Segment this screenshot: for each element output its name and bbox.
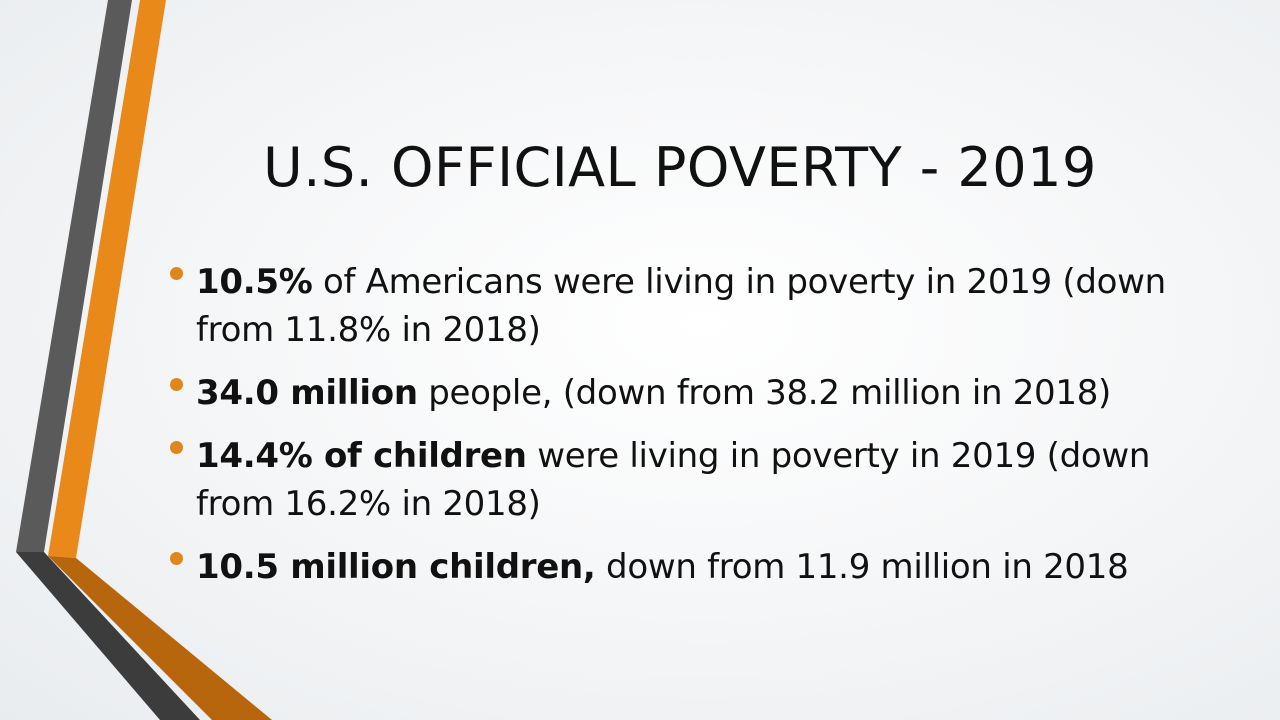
bullet-4-bold: 10.5 million children, [196, 547, 596, 587]
bullet-item-4: 10.5 million children, down from 11.9 mi… [168, 543, 1198, 591]
stripe-orange-upper [48, 0, 166, 558]
bullet-2-text: people, (down from 38.2 million in 2018) [417, 373, 1112, 413]
bullet-item-2: 34.0 million people, (down from 38.2 mil… [168, 369, 1198, 417]
bullet-4-text: down from 11.9 million in 2018 [595, 547, 1129, 587]
stripe-gray-upper [16, 0, 132, 552]
bullet-item-3: 14.4% of children were living in poverty… [168, 432, 1198, 528]
stripe-orange-lower [48, 556, 272, 720]
bullet-1-text: of Americans were living in poverty in 2… [196, 262, 1166, 350]
bullet-2-bold: 34.0 million [196, 373, 418, 413]
bullet-dot-icon [170, 378, 183, 391]
slide-title: U.S. OFFICIAL POVERTY - 2019 [263, 136, 1097, 199]
stripe-dark-lower [16, 552, 200, 720]
bullet-1-bold: 10.5% [196, 262, 313, 302]
bullet-dot-icon [170, 552, 183, 565]
bullet-dot-icon [170, 441, 183, 454]
bullet-list: 10.5% of Americans were living in povert… [168, 258, 1198, 606]
bullet-dot-icon [170, 267, 183, 280]
bullet-3-text: were living in poverty in 2019 (down fro… [196, 436, 1151, 524]
bullet-item-1: 10.5% of Americans were living in povert… [168, 258, 1198, 354]
bullet-3-bold: 14.4% of children [196, 436, 527, 476]
